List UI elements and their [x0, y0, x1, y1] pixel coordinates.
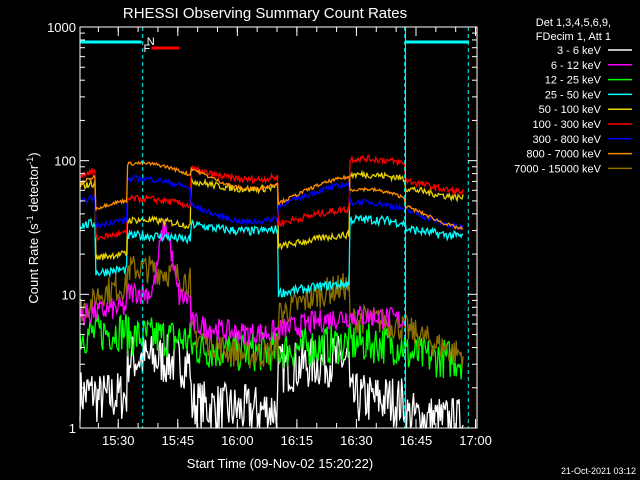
series-blue-line: [79, 174, 464, 231]
legend-entry-label: 100 - 300 keV: [533, 119, 602, 131]
legend-entry-label: 25 - 50 keV: [545, 89, 602, 101]
y-tick-label: 100: [54, 154, 76, 169]
x-tick-label: 16:30: [340, 433, 373, 448]
series-layer: [79, 154, 464, 429]
y-axis-label-mid: detector: [26, 164, 41, 215]
flag-layer: NF: [80, 27, 470, 428]
series-orange-line: [79, 160, 464, 230]
legend-entry-label: 7000 - 15000 keV: [514, 163, 602, 175]
x-tick-label: 16:00: [221, 433, 254, 448]
y-axis-label-end: ): [26, 152, 41, 156]
axes-box: [79, 26, 478, 429]
legend-entry-label: 12 - 25 keV: [545, 75, 602, 87]
legend-entry-label: 3 - 6 keV: [557, 45, 602, 57]
timestamp: 21-Oct-2021 03:12: [561, 466, 636, 476]
chart-title: RHESSI Observing Summary Count Rates: [123, 5, 407, 22]
y-axis-label-sup1: -1: [25, 215, 35, 223]
legend-entry-label: 6 - 12 keV: [551, 60, 602, 72]
x-tick-label: 16:15: [281, 433, 314, 448]
x-tick-label: 16:45: [400, 433, 433, 448]
y-axis-label-main: Count Rate (s: [26, 223, 41, 304]
y-axis-label-sup2: -1: [25, 157, 35, 165]
tick-layer: 1 10 100 1000 15:30 15:45 16:00 16:15 16:30 16:45…: [47, 20, 492, 448]
series-cyan-line: [79, 213, 464, 298]
series-olive-line: [79, 255, 464, 369]
y-tick-label: 1: [69, 421, 76, 436]
y-tick-label: 10: [62, 287, 76, 302]
y-axis-label: Count Rate (s-1 detector-1): [25, 152, 41, 303]
legend-entry-label: 800 - 7000 keV: [526, 149, 601, 161]
f-flag-label: F: [143, 43, 150, 55]
series-red-line: [79, 154, 464, 241]
x-tick-label: 15:45: [162, 433, 195, 448]
series-magenta-line: [79, 218, 406, 346]
x-tick-label: 15:30: [102, 433, 135, 448]
x-axis-label: Start Time (09-Nov-02 15:20:22): [187, 456, 373, 471]
legend-header-line: FDecim 1, Att 1: [536, 31, 611, 43]
legend-header-line: Det 1,3,4,5,6,9,: [536, 17, 611, 29]
legend-entry-label: 50 - 100 keV: [539, 104, 602, 116]
legend: Det 1,3,4,5,6,9, FDecim 1, Att 1 3 - 6 keV…: [514, 17, 632, 175]
legend-entry-label: 300 - 800 keV: [533, 134, 602, 146]
n-flag-label: N: [147, 36, 155, 48]
x-tick-label: 17:00: [459, 433, 492, 448]
y-tick-label: 1000: [47, 20, 76, 35]
series-white-line: [79, 334, 464, 429]
